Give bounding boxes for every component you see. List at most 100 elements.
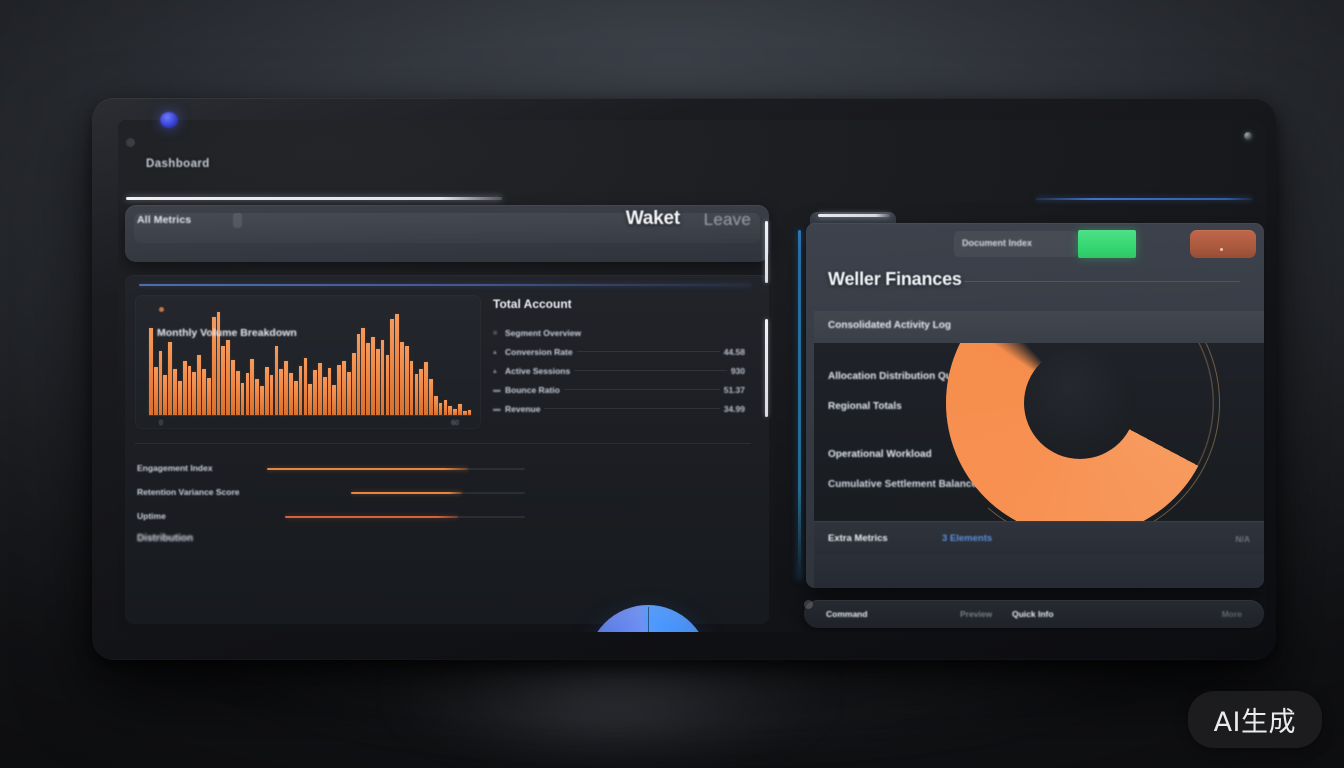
panel-body-line-1: Allocation Distribution Quarterly [828, 371, 983, 382]
bar-chart-bar [192, 372, 197, 415]
panel-footer-pad [814, 555, 1264, 588]
header-search-field[interactable] [134, 213, 760, 243]
metrics-list-title: Total Account [493, 297, 572, 311]
bar-chart-bar [380, 340, 385, 415]
right-panel: Document Index Weller Finances Consolida… [798, 212, 1264, 632]
section-divider [135, 443, 751, 444]
header-chip-icon [233, 213, 242, 228]
bar-chart-bar [322, 376, 327, 415]
metrics-list-rows: ≡ Segment Overview ▴ Conversion Rate 44.58 ▴ A… [493, 323, 745, 418]
bar-chart-bar [390, 319, 395, 415]
list-item-leader-rule [544, 408, 720, 409]
bar-chart-bar [317, 363, 322, 415]
progress-fill [285, 516, 458, 518]
panel-footer-label: Extra Metrics [828, 533, 888, 544]
list-item-glyph-icon: ≡ [493, 328, 498, 337]
bar-chart-bar [250, 358, 255, 415]
axis-tick-left: 0 [159, 420, 163, 427]
progress-track[interactable] [351, 492, 525, 494]
list-item-label: Segment Overview [505, 327, 582, 338]
list-item-glyph-icon: ▴ [493, 347, 497, 356]
bottom-bar-item-quick-info[interactable]: Quick Info [1012, 609, 1054, 619]
progress-row: Engagement Index [135, 461, 525, 485]
button-dot-icon [1220, 248, 1223, 251]
tab-indicator-primary[interactable] [126, 197, 502, 200]
list-item-glyph-icon: ▴ [493, 366, 497, 375]
progress-row: Retention Variance Score [135, 485, 525, 509]
progress-track[interactable] [285, 516, 525, 518]
progress-fill [267, 468, 469, 470]
bar-chart-card: Monthly Volume Breakdown 0 60 [135, 295, 481, 429]
list-item[interactable]: ≡ Segment Overview [493, 323, 745, 342]
list-item-value: 44.58 [723, 346, 745, 357]
bar-chart-bar [313, 370, 317, 415]
bottom-bar-item-command[interactable]: Command [826, 609, 868, 619]
bar-chart-bar [274, 346, 279, 415]
progress-row: Uptime [135, 509, 525, 533]
scrollbar-upper[interactable] [765, 221, 768, 283]
header-title: Waket [625, 208, 680, 229]
bar-chart-bar [429, 378, 433, 415]
screen: Dashboard All Metrics Waket Leave [118, 120, 1266, 632]
bar-chart-bar [231, 359, 235, 415]
bar-chart-bar [293, 380, 298, 415]
bar-chart-bar [173, 369, 177, 415]
donut-split-line [647, 607, 649, 632]
list-item-value: 51.37 [723, 384, 745, 395]
bar-chart-bar [308, 383, 313, 415]
bar-chart-bar [202, 369, 206, 415]
bar-chart-bar [433, 396, 438, 415]
list-item-leader-rule [563, 389, 720, 390]
bar-chart-bar [264, 367, 269, 415]
panel-accent-bar [798, 230, 801, 580]
bar-chart-bar [366, 343, 370, 415]
progress-label: Retention Variance Score [137, 487, 240, 497]
panel-footer-link[interactable]: 3 Elements [942, 533, 993, 544]
list-item[interactable]: ▬ Bounce Ratio 51.37 [493, 380, 745, 399]
panel-heading: Weller Finances [828, 269, 962, 289]
panel-subrow[interactable] [814, 311, 1264, 343]
bar-chart-bar [197, 354, 202, 415]
panel-tab-indicator[interactable] [818, 214, 890, 217]
panel-footer-meta: N/A [1235, 534, 1250, 544]
allocation-donut-chart[interactable] [940, 343, 1220, 521]
axis-tick-right: 60 [451, 420, 459, 427]
panel-pill[interactable] [954, 231, 1078, 257]
bar-chart-bar [245, 373, 250, 415]
panel-body-line-2: Regional Totals [828, 401, 902, 412]
session-share-donut[interactable] [587, 605, 709, 632]
header-band: All Metrics Waket Leave [125, 205, 769, 262]
list-item[interactable]: ▴ Conversion Rate 44.58 [493, 342, 745, 361]
scrollbar-lower[interactable] [765, 319, 768, 417]
panel-body-line-3: Operational Workload [828, 449, 932, 460]
header-menu-label[interactable]: All Metrics [137, 214, 192, 226]
bar-chart-bar [438, 402, 443, 415]
bar-chart-bar [458, 403, 462, 415]
panel-card: Document Index Weller Finances Consolida… [806, 223, 1264, 588]
progress-track[interactable] [267, 468, 525, 470]
bar-chart-bars [149, 311, 472, 415]
bar-chart-bar [342, 360, 346, 415]
bar-chart-bar [226, 340, 230, 415]
bar-chart-bar [206, 377, 211, 415]
bar-chart-bar [235, 371, 240, 415]
bottom-bar-item-more[interactable]: More [1221, 609, 1242, 619]
bar-chart-bar [177, 380, 182, 415]
bar-chart-bar [153, 367, 158, 415]
bar-chart-bar [221, 346, 226, 415]
bar-chart-bar [356, 333, 361, 415]
notification-dot-icon [160, 112, 178, 128]
action-button-orange[interactable] [1190, 230, 1256, 258]
panel-footer-row: Extra Metrics 3 Elements N/A [814, 521, 1264, 555]
bottom-bar-item-preview[interactable]: Preview [960, 609, 993, 619]
list-item-value: 34.99 [723, 403, 745, 414]
list-item[interactable]: ▴ Active Sessions 930 [493, 361, 745, 380]
header-subtitle: Leave [703, 210, 751, 229]
bar-chart-bar [240, 382, 245, 415]
list-item[interactable]: ▬ Revenue 34.99 [493, 399, 745, 418]
bar-chart-bar [168, 342, 173, 415]
camera-icon [1244, 132, 1252, 140]
tab-indicator-secondary[interactable] [1036, 198, 1252, 200]
status-badge-green[interactable] [1078, 230, 1136, 258]
